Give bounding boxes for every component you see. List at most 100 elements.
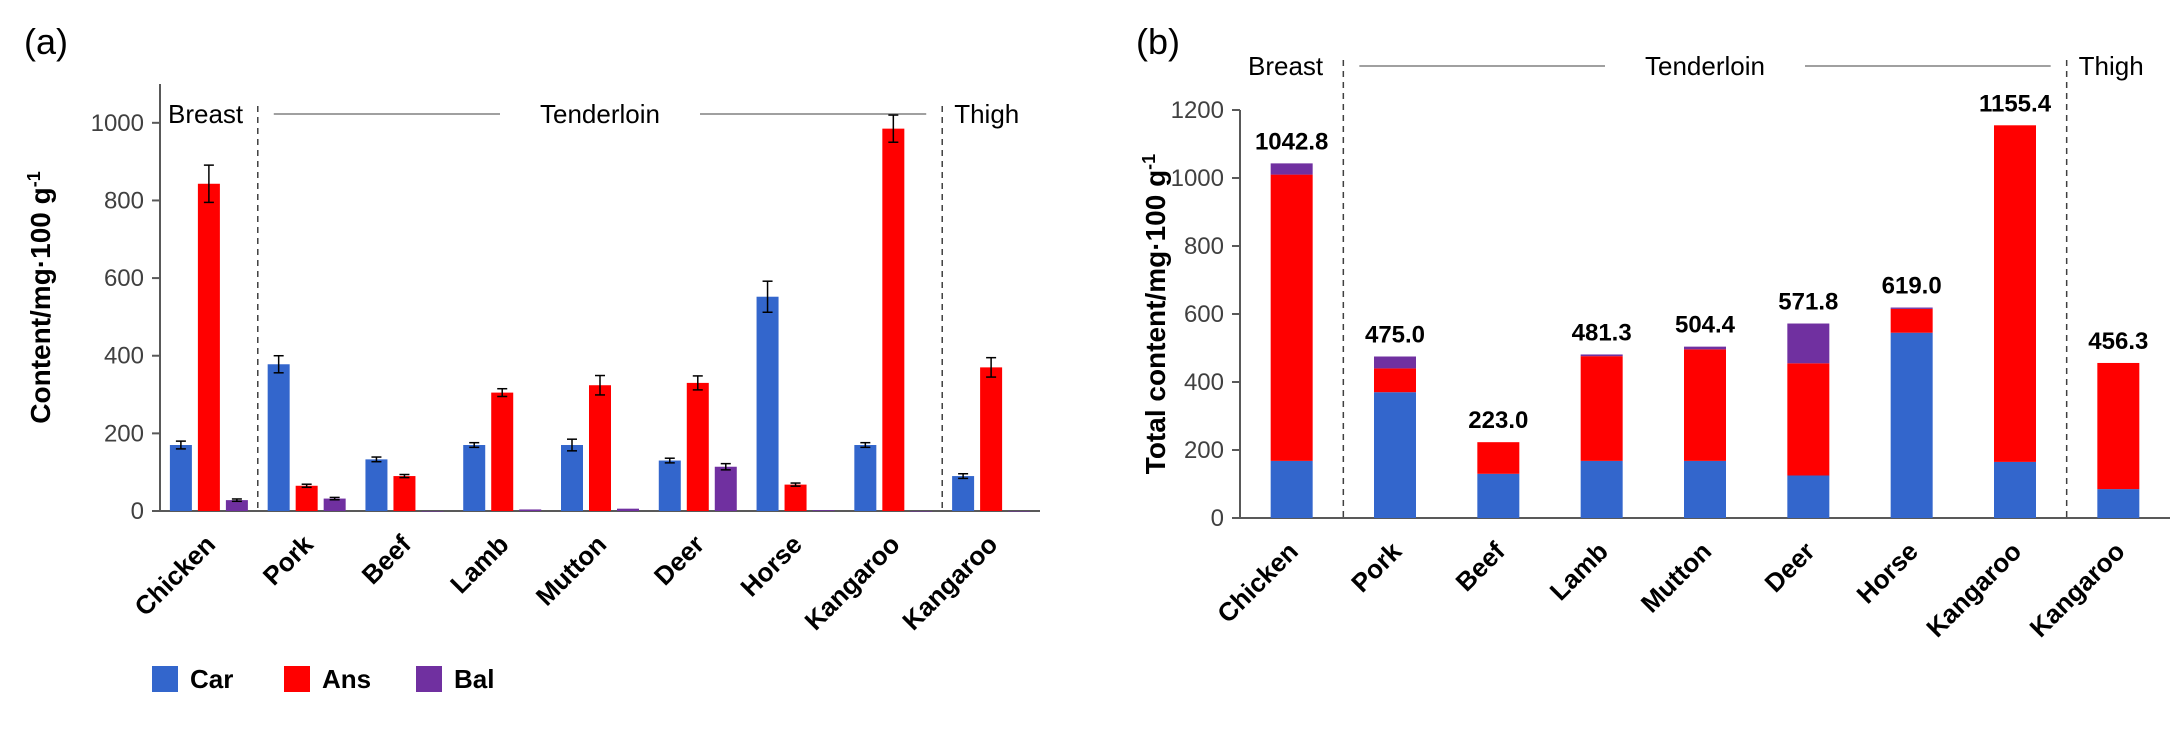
stack-car	[1580, 460, 1623, 518]
bar-ans	[295, 485, 318, 511]
y-tick-label: 200	[104, 420, 144, 447]
legend-swatch-ans	[284, 666, 310, 692]
group-label-breast: Breast	[168, 99, 244, 129]
x-tick-label: Kangaroo	[1920, 536, 2027, 643]
bar-bal	[617, 508, 639, 511]
y-tick-label: 400	[104, 343, 144, 370]
x-tick-label: Lamb	[444, 529, 514, 599]
bar-car	[952, 476, 975, 511]
stack-bal	[1684, 346, 1726, 350]
x-tick-label: Pork	[257, 529, 319, 591]
stack-bal	[1890, 307, 1933, 309]
bar-ans	[980, 367, 1003, 511]
x-tick-label: Horse	[734, 529, 807, 602]
stack-car	[1890, 332, 1933, 518]
bar-car	[756, 296, 779, 511]
bar-car	[658, 460, 681, 511]
legend-label-bal: Bal	[454, 664, 494, 694]
total-label: 456.3	[2088, 328, 2148, 355]
total-label: 619.0	[1882, 273, 1942, 300]
stack-ans	[1787, 363, 1830, 476]
x-tick-label: Kangaroo	[2024, 536, 2131, 643]
x-tick-label: Pork	[1345, 536, 1407, 598]
y-axis-title: Content/mg·100 g-1	[24, 171, 56, 423]
total-label: 571.8	[1778, 289, 1838, 316]
y-tick-label: 800	[104, 187, 144, 214]
bar-car	[169, 445, 192, 511]
bar-ans	[491, 392, 514, 511]
stack-ans	[1684, 349, 1726, 461]
bar-bal	[910, 511, 933, 512]
panel-b-label: (b)	[1136, 21, 1180, 62]
total-label: 475.0	[1365, 322, 1425, 349]
x-tick-label: Horse	[1851, 536, 1924, 609]
y-tick-label: 600	[104, 265, 144, 292]
x-tick-label: Chicken	[128, 529, 221, 622]
bar-bal	[323, 498, 346, 511]
bar-bal	[714, 466, 737, 511]
bar-bal	[1008, 511, 1031, 512]
stack-car	[1994, 461, 2036, 518]
bar-bal	[519, 509, 542, 511]
chart-b: 0 200 400 600 800 1000 1200 Total content/mg·10…	[1139, 51, 2170, 643]
stack-car	[1270, 460, 1313, 518]
y-axis-title: Total content/mg·100 g-1	[1139, 154, 1171, 474]
x-tick-label: Kangaroo	[896, 529, 1003, 636]
stack-bal	[1270, 163, 1313, 175]
y-tick-label: 1000	[91, 110, 144, 137]
stack-bal	[1580, 354, 1623, 357]
y-tick-label: 1200	[1171, 97, 1224, 124]
y-tick-label: 1000	[1171, 165, 1224, 192]
bar-car	[561, 445, 583, 511]
panel-b: (b) 0 200 400 600 800 1000 1200 Total content/m…	[1136, 21, 2170, 643]
total-label: 223.0	[1468, 407, 1528, 434]
bar-car	[267, 364, 290, 511]
stack-ans	[1994, 125, 2036, 462]
x-tick-label: Lamb	[1544, 536, 1614, 606]
x-tick-label: Mutton	[530, 529, 612, 611]
bar-ans	[882, 128, 905, 511]
panel-a-label: (a)	[24, 21, 68, 62]
stack-car	[1374, 392, 1416, 518]
stack-ans	[1270, 174, 1313, 461]
stack-ans	[2097, 362, 2140, 490]
total-label: 1155.4	[1979, 90, 2052, 117]
y-tick-label: 200	[1184, 437, 1224, 464]
x-tick-label: Beef	[1450, 536, 1511, 597]
legend-label-car: Car	[190, 664, 233, 694]
stack-ans	[1477, 442, 1520, 474]
bar-bal	[421, 511, 444, 512]
group-label-tenderloin: Tenderloin	[540, 99, 660, 129]
stack-car	[2097, 489, 2140, 518]
group-label-thigh: Thigh	[2079, 51, 2144, 81]
legend-swatch-car	[152, 666, 178, 692]
x-tick-label: Mutton	[1635, 536, 1717, 618]
total-label: 481.3	[1572, 319, 1632, 346]
x-tick-label: Deer	[1758, 536, 1820, 598]
legend-label-ans: Ans	[322, 664, 371, 694]
stack-bal	[1787, 323, 1830, 364]
bar-car	[365, 459, 388, 511]
stack-ans	[1580, 356, 1623, 461]
bar-bal	[812, 510, 835, 511]
group-label-thigh: Thigh	[954, 99, 1019, 129]
bar-ans	[686, 382, 709, 511]
total-label: 504.4	[1675, 312, 1736, 339]
total-label: 1042.8	[1255, 128, 1328, 155]
y-tick-label: 800	[1184, 233, 1224, 260]
bar-bal	[225, 500, 248, 511]
y-tick-label: 0	[131, 498, 144, 525]
x-tick-label: Beef	[356, 529, 417, 590]
y-tick-label: 400	[1184, 369, 1224, 396]
bar-car	[854, 445, 877, 511]
legend: Car Ans Bal	[152, 664, 494, 694]
panel-a: (a) 0 200 400 600 800 1000 Content/mg·100 g-1 C…	[24, 21, 1040, 636]
bar-ans	[784, 484, 807, 511]
stack-car	[1684, 460, 1726, 518]
x-tick-label: Deer	[648, 529, 710, 591]
stack-car	[1787, 475, 1830, 518]
legend-swatch-bal	[416, 666, 442, 692]
stack-ans	[1374, 368, 1416, 393]
group-label-breast: Breast	[1248, 51, 1324, 81]
